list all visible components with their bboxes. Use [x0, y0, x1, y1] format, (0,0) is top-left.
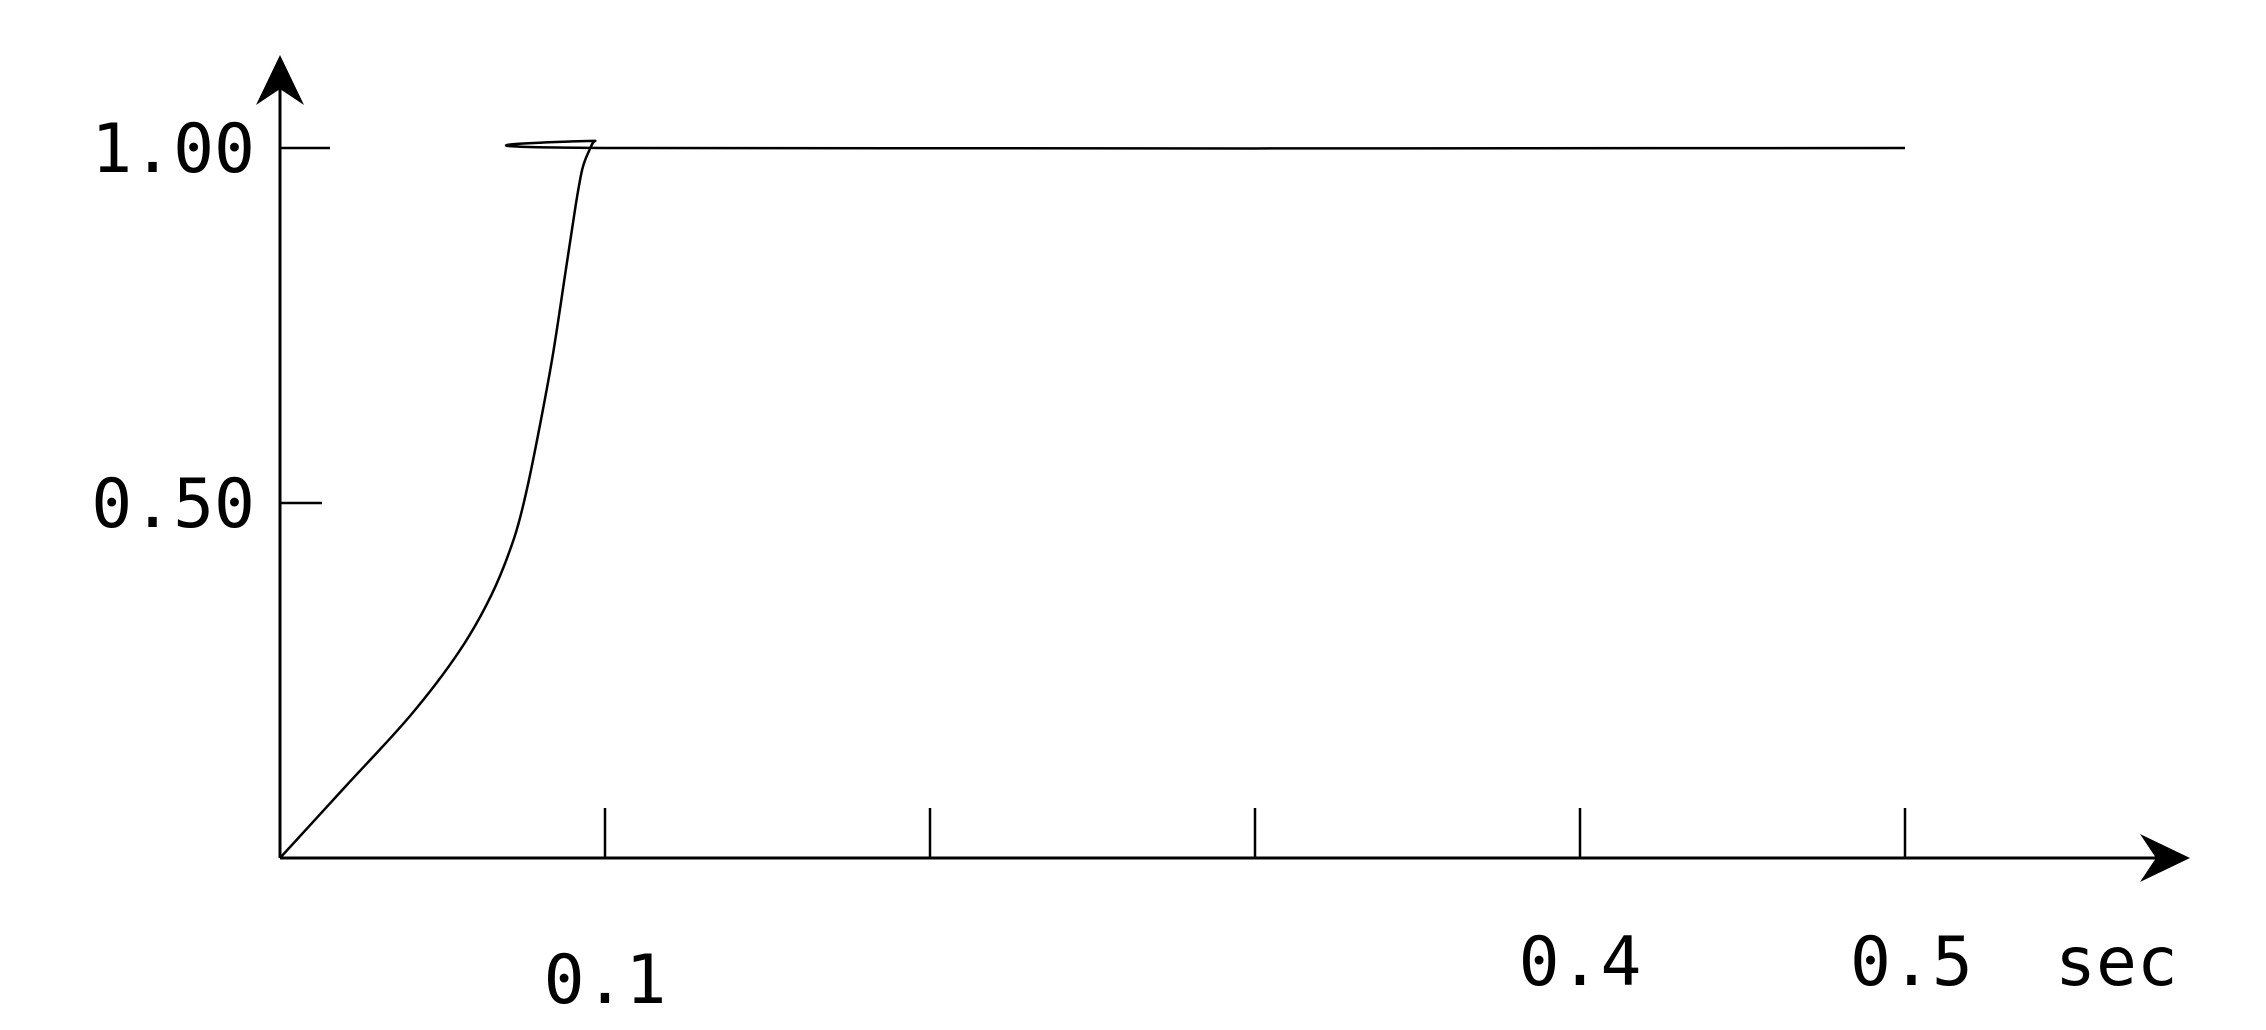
x-axis-arrow-icon [2140, 834, 2190, 882]
x-tick-label: 0.4 [1519, 923, 1642, 1002]
x-tick-label: 0.1 [544, 941, 667, 1020]
y-axis-arrow-icon [256, 55, 304, 105]
y-tick-label: 1.00 [91, 110, 255, 189]
series-group [279, 139, 1906, 859]
x-ticks: 0.1 0.4 0.5 sec [544, 808, 2178, 1020]
series-line-0 [279, 139, 1906, 859]
x-unit-label: sec [2055, 923, 2178, 1002]
y-tick-label: 0.50 [91, 465, 255, 544]
axes [256, 55, 2190, 882]
y-ticks: 0.50 1.00 [91, 110, 330, 544]
x-tick-label: 0.5 [1850, 923, 1973, 1002]
